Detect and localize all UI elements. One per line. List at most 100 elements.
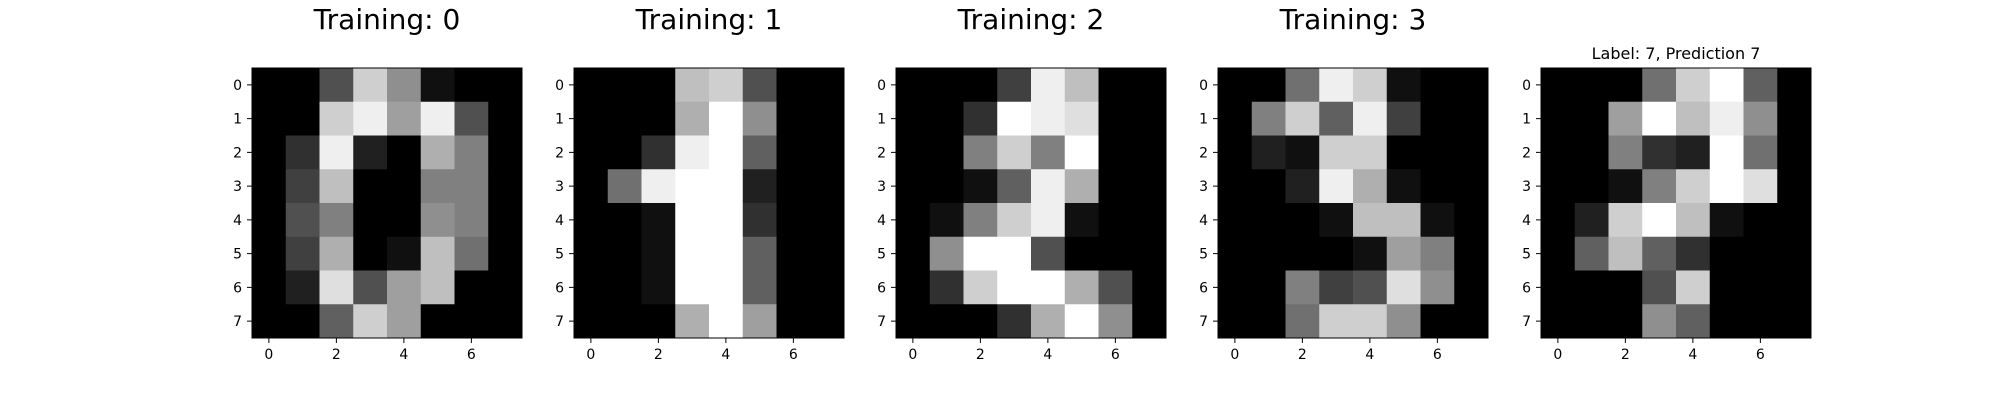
pixel-cell	[1132, 135, 1167, 170]
axes-frame	[251, 67, 523, 339]
pixel-cell	[454, 236, 489, 271]
pixel-cell	[1420, 270, 1455, 305]
pixel-cell	[742, 236, 777, 271]
y-tick-label: 4	[877, 213, 886, 229]
pixel-cell	[1777, 203, 1812, 238]
pixel-cell	[997, 135, 1032, 170]
pixel-cell	[252, 68, 287, 103]
pixel-cell	[488, 236, 523, 271]
pixel-cell	[1031, 68, 1066, 103]
y-tick-label: 3	[555, 179, 564, 195]
pixel-cell	[420, 135, 455, 170]
y-tick-label: 6	[233, 280, 242, 296]
pixel-cell	[1574, 236, 1609, 271]
pixel-cell	[1031, 236, 1066, 271]
pixel-cell	[1218, 304, 1253, 339]
pixel-cell	[1676, 236, 1711, 271]
pixel-cell	[1251, 203, 1286, 238]
pixel-cell	[675, 304, 710, 339]
pixel-cell	[488, 203, 523, 238]
pixel-cell	[1574, 169, 1609, 204]
pixel-cell	[1642, 101, 1677, 136]
pixel-cell	[1132, 270, 1167, 305]
pixel-cell	[1098, 68, 1133, 103]
pixel-cell	[488, 270, 523, 305]
pixel-cell	[896, 203, 931, 238]
pixel-cell	[252, 169, 287, 204]
pixel-cell	[1386, 169, 1421, 204]
pixel-cell	[1642, 169, 1677, 204]
pixel-cell	[1574, 270, 1609, 305]
pixel-cell	[997, 270, 1032, 305]
pixel-cell	[641, 304, 676, 339]
pixel-cell	[285, 169, 320, 204]
pixel-cell	[1218, 203, 1253, 238]
pixel-cell	[285, 68, 320, 103]
pixel-cell	[776, 270, 811, 305]
pixel-cell	[1454, 135, 1489, 170]
pixel-cell	[1132, 203, 1167, 238]
pixel-cell	[997, 236, 1032, 271]
pixel-cell	[997, 169, 1032, 204]
pixel-cell	[574, 169, 609, 204]
pixel-cell	[1454, 203, 1489, 238]
pixel-cell	[963, 203, 998, 238]
pixel-cell	[1319, 304, 1354, 339]
x-tick-label: 6	[1756, 347, 1765, 363]
pixel-cell	[1353, 101, 1388, 136]
panel-title: Training: 2	[957, 3, 1105, 36]
pixel-cell	[1608, 270, 1643, 305]
pixel-cell	[1132, 101, 1167, 136]
pixel-cell	[420, 236, 455, 271]
x-tick-label: 2	[976, 347, 985, 363]
pixel-cell	[776, 169, 811, 204]
pixel-cell	[454, 135, 489, 170]
pixel-cell	[963, 270, 998, 305]
pixel-cell	[896, 68, 931, 103]
pixel-cell	[1454, 101, 1489, 136]
pixel-cell	[810, 203, 845, 238]
y-tick-label: 6	[877, 280, 886, 296]
pixel-cell	[742, 101, 777, 136]
pixel-cell	[1743, 203, 1778, 238]
y-tick-label: 7	[233, 314, 242, 330]
pixel-cell	[1709, 169, 1744, 204]
pixel-cell	[641, 169, 676, 204]
panel-title: Training: 0	[313, 3, 461, 36]
pixel-cell	[742, 169, 777, 204]
pixel-cell	[929, 135, 964, 170]
pixel-cell	[387, 236, 422, 271]
pixel-cell	[742, 203, 777, 238]
pixel-cell	[896, 236, 931, 271]
pixel-cell	[1386, 304, 1421, 339]
y-tick-label: 1	[1199, 112, 1208, 128]
panel-training-3: Training: 3 0 1 2 3 4 5 6 7 0 2 4 6	[1199, 3, 1489, 363]
pixel-cell	[963, 169, 998, 204]
pixel-cell	[709, 101, 744, 136]
pixel-cell	[929, 203, 964, 238]
pixel-cell	[641, 101, 676, 136]
pixel-cell	[1064, 203, 1099, 238]
pixel-cell	[1353, 270, 1388, 305]
pixel-cell	[641, 270, 676, 305]
axes-frame	[1540, 67, 1812, 339]
pixel-cell	[776, 135, 811, 170]
y-tick-label: 3	[877, 179, 886, 195]
pixel-cell	[929, 68, 964, 103]
axes-frame	[1217, 67, 1489, 339]
pixel-cell	[607, 68, 642, 103]
pixel-cell	[1064, 169, 1099, 204]
pixel-cell	[1386, 270, 1421, 305]
pixel-cell	[574, 101, 609, 136]
pixel-cell	[488, 169, 523, 204]
pixel-cell	[285, 236, 320, 271]
pixel-cell	[319, 101, 354, 136]
pixel-cell	[896, 304, 931, 339]
pixel-cell	[488, 135, 523, 170]
pixel-cell	[420, 203, 455, 238]
pixel-cell	[1743, 236, 1778, 271]
pixel-cell	[1353, 169, 1388, 204]
pixel-cell	[1642, 68, 1677, 103]
pixel-cell	[997, 203, 1032, 238]
pixel-cell	[353, 135, 388, 170]
